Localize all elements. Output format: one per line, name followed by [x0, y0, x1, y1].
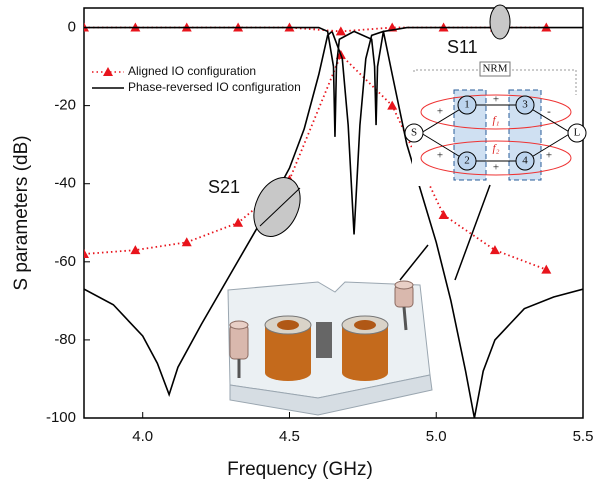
plot-frame — [83, 7, 584, 419]
marker — [335, 26, 346, 36]
y-tick-label: -40 — [54, 175, 76, 192]
legend-label: Aligned IO configuration — [128, 64, 256, 78]
y-tick-label: 0 — [68, 18, 76, 35]
x-tick-label: 5.5 — [573, 428, 594, 445]
annotation: S21 — [208, 177, 240, 197]
sign: - — [547, 106, 551, 118]
legend: Aligned IO configuration Phase-reversed I… — [92, 64, 301, 94]
mode-label: f₂ — [493, 143, 500, 155]
legend-marker — [103, 67, 113, 76]
marker — [489, 245, 500, 255]
y-tick-label: -100 — [46, 409, 76, 426]
marker — [541, 264, 552, 274]
sign: + — [437, 106, 443, 118]
x-tick-label: 4.5 — [279, 428, 300, 445]
marker — [84, 249, 89, 258]
node-label: 3 — [522, 99, 528, 111]
pointer — [259, 187, 301, 227]
arrow — [454, 184, 491, 281]
x-tick-label: 5.0 — [426, 428, 447, 445]
y-tick-label: -60 — [54, 253, 76, 270]
marker — [130, 245, 141, 255]
series-line — [84, 26, 583, 137]
sign: + — [546, 150, 552, 162]
node-label: 4 — [522, 155, 528, 167]
y-axis-title: S parameters (dB) — [11, 135, 32, 290]
node-label: 2 — [464, 155, 470, 167]
node-label: 1 — [464, 99, 470, 111]
marker — [233, 217, 244, 227]
load-label: L — [574, 127, 581, 139]
nrm-label: NRM — [482, 63, 507, 75]
sign: + — [493, 162, 499, 174]
source-label: S — [411, 127, 417, 139]
marker — [181, 237, 192, 247]
sign: + — [437, 150, 443, 162]
arrow — [399, 244, 429, 281]
s21-ellipse — [253, 177, 301, 237]
sign: + — [493, 94, 499, 106]
marker — [387, 100, 398, 110]
series-line — [84, 53, 547, 271]
filter-render — [227, 280, 433, 416]
marker — [438, 209, 449, 219]
y-tick-label: -80 — [54, 331, 76, 348]
mode-label: f₁ — [493, 115, 500, 127]
series-line — [84, 30, 583, 418]
x-tick-label: 4.0 — [132, 428, 153, 445]
y-tick-label: -20 — [54, 97, 76, 114]
s11-ellipse — [489, 4, 511, 40]
legend-label: Phase-reversed IO configuration — [128, 80, 301, 94]
inset-circuit: NRM S L 1 2 3 4 f₁ f₂ + + - + + + — [404, 61, 587, 186]
annotation: S11 — [447, 37, 478, 57]
x-axis-title: Frequency (GHz) — [227, 459, 373, 480]
